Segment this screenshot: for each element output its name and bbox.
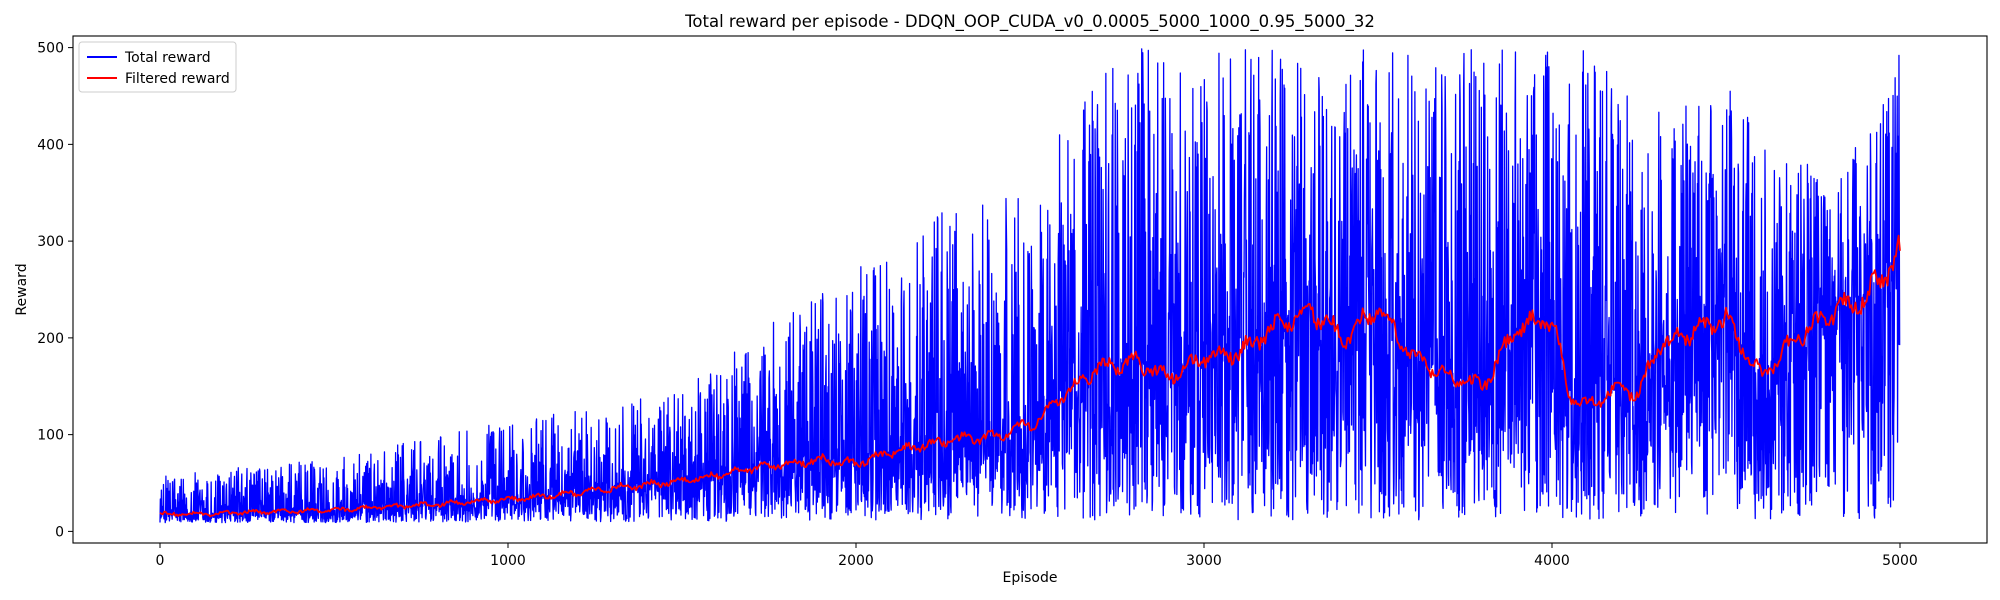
x-tick-label: 4000 xyxy=(1534,553,1570,569)
chart-title: Total reward per episode - DDQN_OOP_CUDA… xyxy=(684,12,1375,32)
y-tick-label: 400 xyxy=(37,137,64,153)
legend-label-filtered-reward: Filtered reward xyxy=(125,71,230,87)
x-tick-label: 0 xyxy=(156,553,165,569)
y-tick-label: 0 xyxy=(55,524,64,540)
x-axis-label: Episode xyxy=(1003,570,1058,586)
x-tick-label: 2000 xyxy=(838,553,874,569)
legend-label-total-reward: Total reward xyxy=(124,50,211,66)
series-line-filtered-reward xyxy=(159,234,1901,518)
series-line-total-reward xyxy=(159,48,1901,524)
y-axis-label: Reward xyxy=(14,263,30,315)
y-tick-label: 200 xyxy=(37,331,64,347)
x-tick-label: 1000 xyxy=(490,553,526,569)
y-tick-label: 500 xyxy=(37,41,64,57)
x-axis-ticks: 0 1000 2000 3000 4000 5000 xyxy=(156,543,1918,569)
y-tick-label: 100 xyxy=(37,428,64,444)
x-tick-label: 3000 xyxy=(1186,553,1222,569)
legend: Total reward Filtered reward xyxy=(78,41,237,93)
y-tick-label: 300 xyxy=(37,234,64,250)
legend-box xyxy=(78,41,237,93)
series-layer xyxy=(159,48,1901,524)
plot-frame xyxy=(72,35,1988,544)
x-tick-label: 5000 xyxy=(1882,553,1918,569)
y-axis-ticks: 0 100 200 300 400 500 xyxy=(37,41,73,540)
